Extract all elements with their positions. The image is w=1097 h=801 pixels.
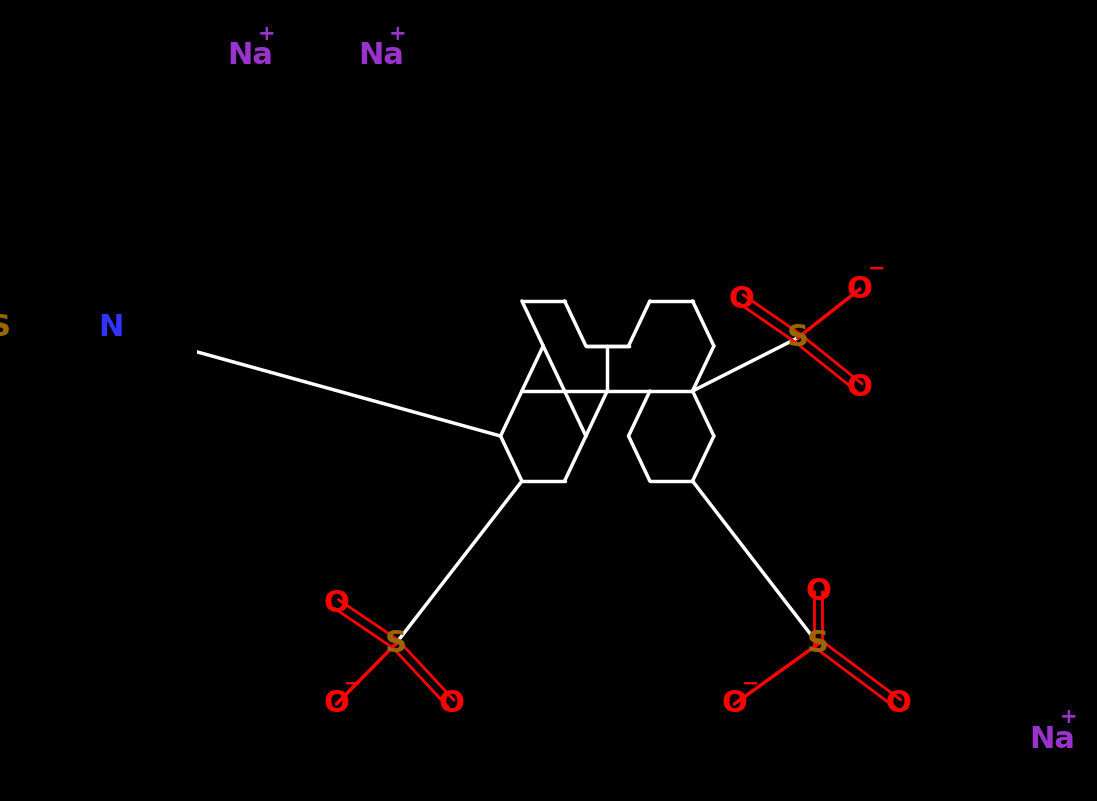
Text: −: − — [868, 259, 885, 279]
Text: O: O — [885, 690, 912, 718]
Text: O: O — [805, 577, 832, 606]
Text: O: O — [324, 590, 350, 618]
Text: −: − — [344, 674, 362, 694]
Text: +: + — [258, 24, 275, 44]
Text: S: S — [385, 630, 407, 658]
Text: Na: Na — [1029, 724, 1075, 754]
Text: Na: Na — [227, 42, 273, 70]
Text: S: S — [0, 313, 11, 343]
Text: −: − — [742, 674, 759, 694]
Text: +: + — [389, 24, 407, 44]
Text: O: O — [728, 284, 754, 313]
Text: O: O — [847, 373, 873, 402]
Text: O: O — [439, 690, 464, 718]
Text: Na: Na — [359, 42, 405, 70]
Text: O: O — [847, 275, 873, 304]
Text: N: N — [98, 313, 124, 343]
Text: S: S — [807, 630, 829, 658]
Text: +: + — [1060, 707, 1077, 727]
Text: S: S — [787, 324, 808, 352]
Text: O: O — [324, 690, 350, 718]
Text: O: O — [722, 690, 747, 718]
